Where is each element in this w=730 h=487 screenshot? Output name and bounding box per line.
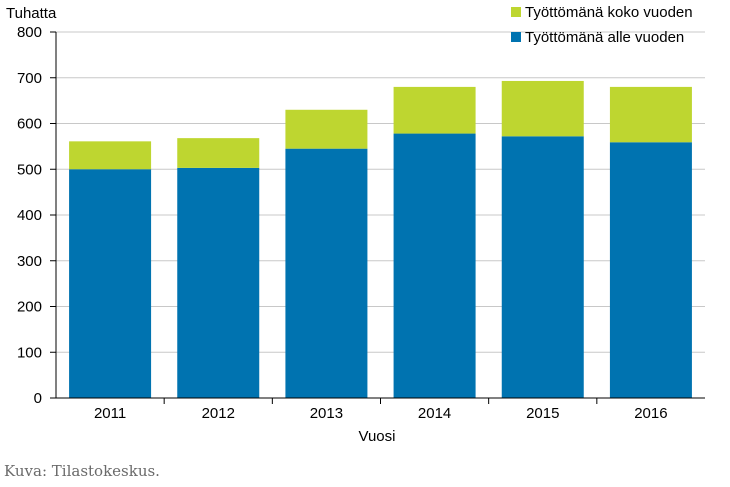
y-tick-label: 300	[17, 253, 42, 270]
x-tick-label: 2016	[634, 405, 667, 422]
y-axis-title: Tuhatta	[6, 5, 57, 22]
bar-segment-alle-vuoden	[177, 167, 260, 398]
bar-segment-alle-vuoden	[69, 169, 152, 398]
bar-segment-alle-vuoden	[609, 142, 692, 398]
x-tick-label: 2014	[418, 405, 451, 422]
x-tick-labels: 2011 2012 2013 2014 2015 2016	[94, 398, 668, 422]
legend-swatch	[511, 32, 521, 42]
bar-segment-koko-vuoden	[609, 86, 692, 143]
x-tick-label: 2011	[94, 405, 126, 422]
y-tick-label: 0	[34, 390, 42, 407]
y-tick-label: 800	[17, 24, 42, 41]
y-tick-label: 100	[17, 344, 42, 361]
y-tick-label: 400	[17, 207, 42, 224]
legend-swatch	[511, 7, 521, 17]
bar-segment-alle-vuoden	[285, 148, 368, 398]
bar-segment-alle-vuoden	[501, 136, 584, 398]
bars	[69, 80, 692, 398]
bar-segment-alle-vuoden	[393, 133, 476, 398]
y-tick-label: 600	[17, 116, 42, 133]
bar-segment-koko-vuoden	[501, 80, 584, 137]
y-tick-label: 700	[17, 70, 42, 87]
bar-segment-koko-vuoden	[393, 86, 476, 134]
figure-caption: Kuva: Tilastokeskus.	[4, 462, 160, 480]
y-tick-label: 500	[17, 161, 42, 178]
bar-segment-koko-vuoden	[285, 109, 368, 149]
x-axis-title: Vuosi	[359, 428, 396, 445]
x-tick-label: 2015	[526, 405, 559, 422]
y-tick-label: 200	[17, 299, 42, 316]
bar-segment-koko-vuoden	[177, 138, 260, 168]
gridlines	[56, 31, 705, 353]
y-tick-labels: 0 100 200 300 400 500 600 700 800	[17, 24, 56, 407]
x-tick-label: 2013	[310, 405, 343, 422]
x-tick-label: 2012	[202, 405, 235, 422]
legend: Työttömänä koko vuoden Työttömänä alle vu…	[511, 4, 693, 46]
legend-label: Työttömänä koko vuoden	[525, 4, 693, 21]
legend-label: Työttömänä alle vuoden	[525, 29, 684, 46]
bar-segment-koko-vuoden	[69, 141, 152, 170]
